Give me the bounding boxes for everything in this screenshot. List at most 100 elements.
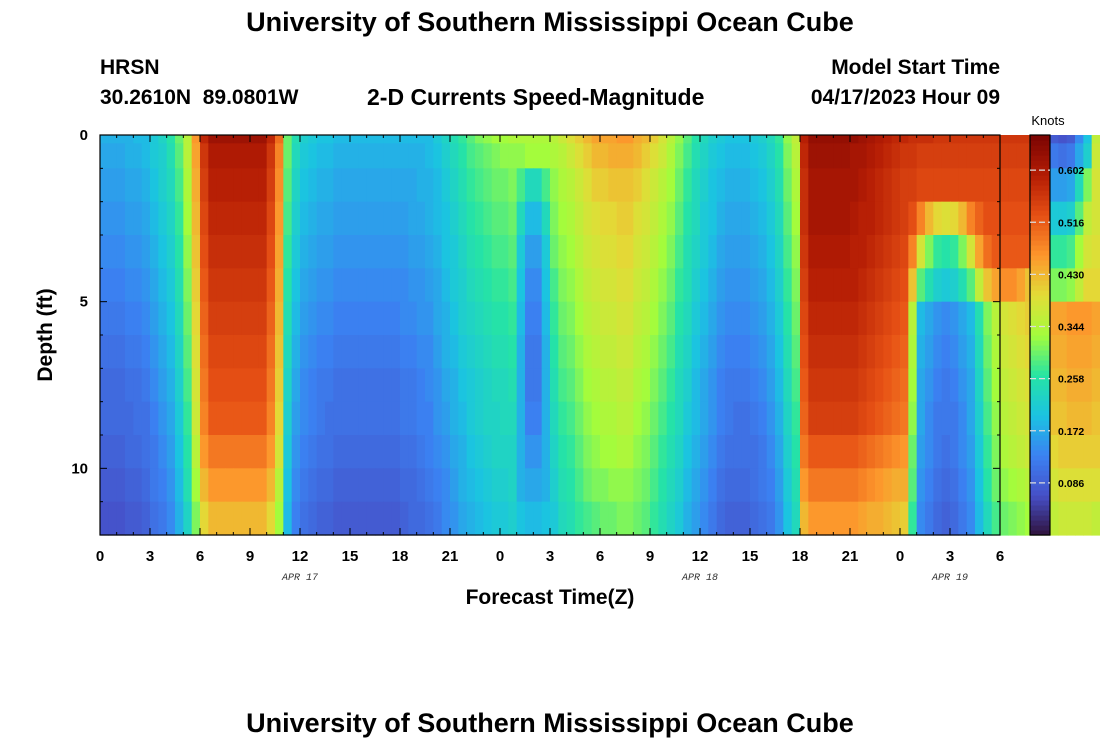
heatmap-cell: [966, 235, 976, 269]
heatmap-cell: [500, 501, 509, 536]
heatmap-cell: [425, 143, 434, 169]
heatmap-cell: [983, 268, 993, 303]
colorbar-segment: [1030, 405, 1050, 411]
colorbar-segment: [1030, 335, 1050, 341]
heatmap-cell: [483, 301, 493, 336]
heatmap-cell: [466, 501, 476, 536]
heatmap-cell: [483, 143, 493, 169]
heatmap-cell: [533, 335, 543, 369]
colorbar-segment: [1030, 395, 1050, 401]
heatmap-cell: [908, 368, 918, 403]
heatmap-cell: [300, 368, 309, 403]
heatmap-cell: [358, 168, 368, 203]
heatmap-cell: [208, 201, 218, 236]
colorbar-segment: [1030, 225, 1050, 231]
x-tick-label: 21: [442, 548, 459, 565]
x-tick-label: 18: [392, 548, 409, 565]
heatmap-cell: [708, 501, 718, 536]
heatmap-cell: [1066, 435, 1076, 469]
heatmap-cell: [300, 235, 309, 269]
colorbar-segment: [1030, 240, 1050, 246]
heatmap-cell: [825, 468, 834, 503]
heatmap-cell: [958, 335, 968, 369]
heatmap-cell: [450, 401, 459, 436]
heatmap-cell: [133, 143, 143, 169]
heatmap-cell: [916, 435, 926, 469]
heatmap-cell: [833, 468, 843, 503]
x-axis: 0 3 6 9 12 15 18 21 0 3 6 9 12 15 18 21 0 3 6: [96, 135, 1004, 565]
heatmap-cell: [275, 235, 284, 269]
heatmap-cell: [933, 268, 943, 303]
colorbar-segment: [1030, 195, 1050, 201]
heatmap-cell: [941, 335, 951, 369]
heatmap-cell: [200, 501, 209, 536]
heatmap-cell: [366, 501, 376, 536]
heatmap-cell: [858, 135, 868, 144]
heatmap-cell: [950, 368, 959, 403]
heatmap-cell: [633, 143, 643, 169]
heatmap-cell: [516, 335, 526, 369]
heatmap-cell: [208, 401, 218, 436]
heatmap-cell: [158, 435, 168, 469]
heatmap-cell: [566, 435, 576, 469]
heatmap-cell: [483, 335, 493, 369]
heatmap-cell: [666, 201, 676, 236]
heatmap-cell: [750, 143, 759, 169]
heatmap-cell: [525, 501, 534, 536]
heatmap-cell: [766, 368, 776, 403]
heatmap-cell: [391, 468, 401, 503]
heatmap-cell: [1016, 168, 1026, 203]
heatmap-cell: [966, 168, 976, 203]
heatmap-cell: [725, 135, 734, 144]
heatmap-cell: [941, 401, 951, 436]
heatmap-cell: [483, 501, 493, 536]
heatmap-cell: [1000, 501, 1009, 536]
heatmap-cell: [125, 301, 134, 336]
heatmap-cell: [241, 301, 251, 336]
heatmap-cell: [683, 135, 693, 144]
heatmap-cell: [416, 401, 426, 436]
heatmap-cell: [233, 168, 243, 203]
heatmap-cell: [816, 201, 826, 236]
heatmap-cell: [166, 201, 176, 236]
heatmap-cell: [608, 335, 618, 369]
heatmap-cell: [708, 268, 718, 303]
heatmap-cell: [941, 501, 951, 536]
heatmap-cell: [908, 468, 918, 503]
heatmap-cell: [675, 335, 684, 369]
heatmap-cell: [358, 268, 368, 303]
heatmap-cell: [900, 301, 909, 336]
heatmap-cell: [200, 268, 209, 303]
heatmap-cell: [675, 401, 684, 436]
heatmap-cell: [291, 235, 301, 269]
heatmap-cell: [166, 235, 176, 269]
heatmap-cell: [725, 235, 734, 269]
heatmap-cell: [850, 401, 859, 436]
heatmap-cell: [716, 468, 726, 503]
heatmap-cell: [541, 335, 551, 369]
heatmap-cell: [408, 435, 418, 469]
heatmap-cell: [566, 235, 576, 269]
heatmap-cell: [833, 301, 843, 336]
heatmap-cell: [383, 501, 393, 536]
heatmap-cell: [625, 301, 634, 336]
heatmap-cell: [300, 335, 309, 369]
heatmap-cell: [175, 401, 184, 436]
heatmap-cell: [533, 143, 543, 169]
colorbar-segment: [1030, 255, 1050, 261]
heatmap-cell: [491, 301, 501, 336]
heatmap-cell: [925, 301, 934, 336]
heatmap-cell: [133, 335, 143, 369]
heatmap-cell: [950, 268, 959, 303]
heatmap-cell: [541, 268, 551, 303]
heatmap-cell: [300, 401, 309, 436]
heatmap-cell: [816, 235, 826, 269]
colorbar-segment: [1030, 295, 1050, 301]
heatmap-cell: [1066, 235, 1076, 269]
heatmap-cell: [591, 268, 601, 303]
heatmap-cell: [808, 468, 818, 503]
heatmap-cell: [325, 143, 334, 169]
heatmap-cell: [575, 268, 584, 303]
heatmap-cell: [216, 368, 226, 403]
